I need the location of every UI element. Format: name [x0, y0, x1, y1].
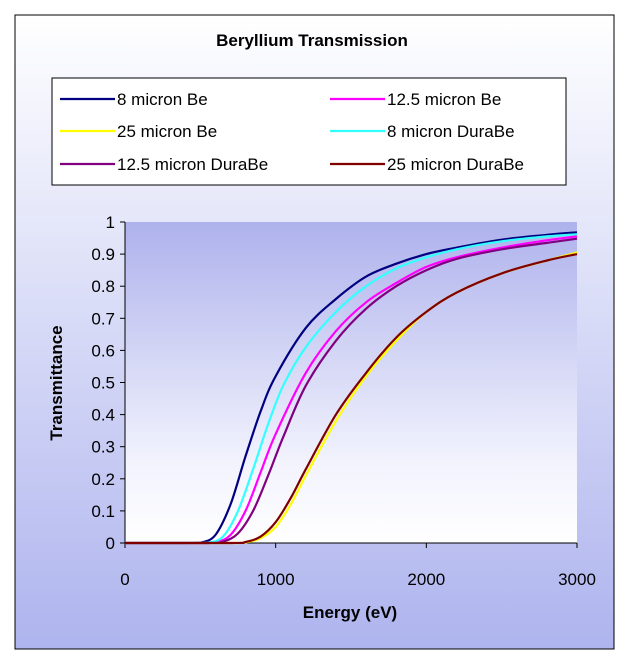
legend-label: 12.5 micron DuraBe: [117, 155, 268, 174]
legend-label: 12.5 micron Be: [387, 90, 501, 109]
y-tick-label: 0.3: [91, 438, 115, 457]
x-tick-label: 3000: [558, 570, 596, 589]
y-tick-label: 0.9: [91, 245, 115, 264]
y-tick-label: 1: [106, 213, 115, 232]
y-tick-label: 0.6: [91, 341, 115, 360]
legend-label: 8 micron Be: [117, 90, 208, 109]
x-tick-label: 0: [120, 570, 129, 589]
y-tick-label: 0.4: [91, 406, 115, 425]
x-axis-label: Energy (eV): [303, 603, 397, 622]
legend-label: 25 micron Be: [117, 122, 217, 141]
y-tick-label: 0: [106, 534, 115, 553]
y-tick-label: 0.1: [91, 502, 115, 521]
x-tick-label: 2000: [407, 570, 445, 589]
y-axis-label: Transmittance: [47, 325, 66, 440]
legend: 8 micron Be 12.5 micron Be 25 micron Be 8 m…: [52, 78, 566, 185]
legend-label: 8 micron DuraBe: [387, 122, 515, 141]
y-tick-label: 0.5: [91, 374, 115, 393]
legend-label: 25 micron DuraBe: [387, 155, 524, 174]
chart-title: Beryllium Transmission: [216, 31, 408, 50]
y-tick-label: 0.7: [91, 309, 115, 328]
x-tick-label: 1000: [257, 570, 295, 589]
y-tick-label: 0.8: [91, 277, 115, 296]
y-tick-label: 0.2: [91, 470, 115, 489]
